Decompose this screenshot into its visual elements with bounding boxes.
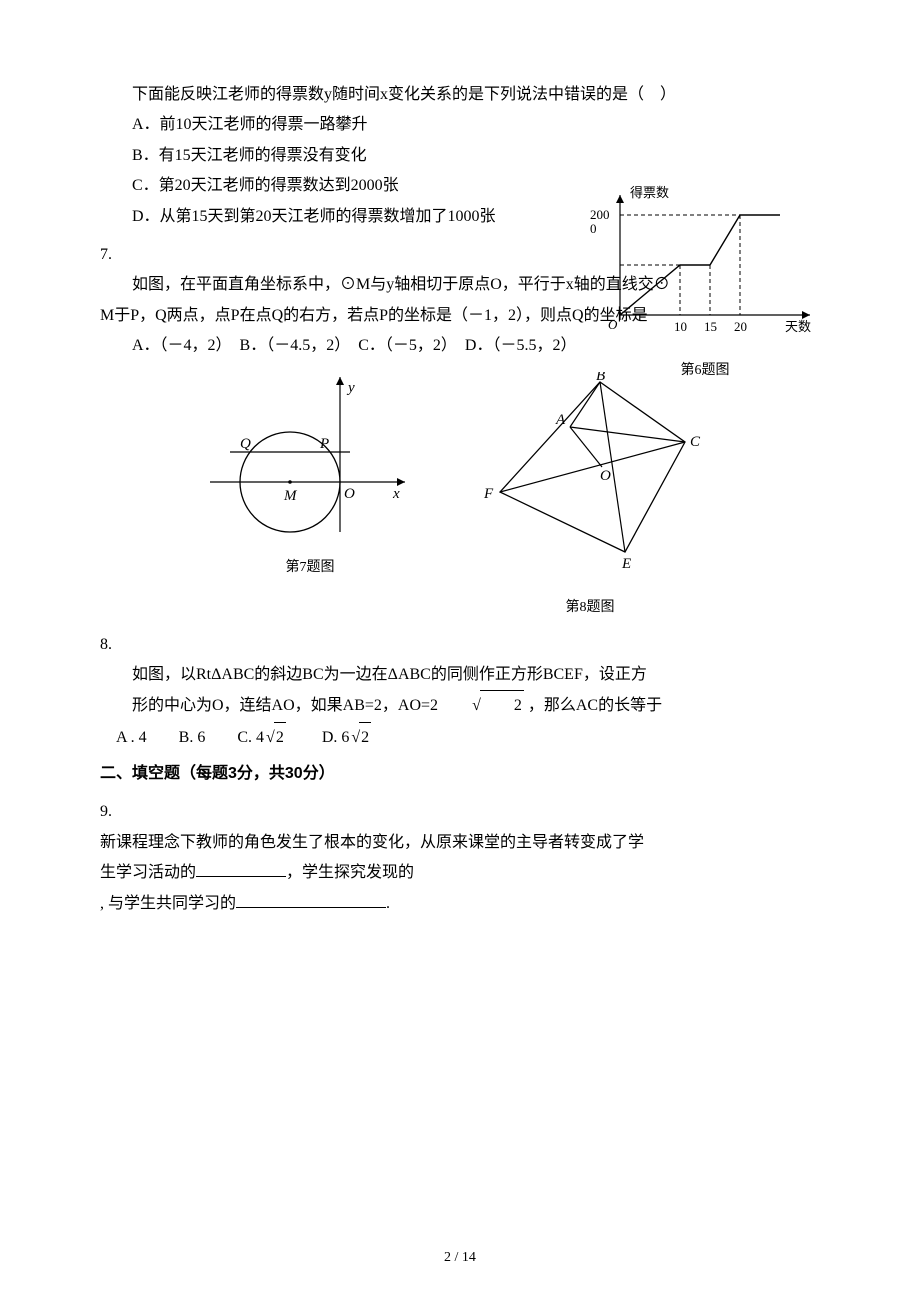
svg-text:C: C (690, 434, 701, 450)
q8-caption: 第8题图 (470, 595, 710, 622)
q8-opts-pre: A . 4 B. 6 C. 4 (100, 729, 264, 746)
q7-caption: 第7题图 (210, 555, 410, 582)
q8-options: A . 4 B. 6 C. 42 D. 62 (100, 722, 820, 753)
sqrt-icon: 2 (349, 722, 371, 753)
q9-line1: 新课程理念下教师的角色发生了根本的变化，从原来课堂的主导者转变成了学 (100, 828, 820, 858)
svg-text:O: O (608, 317, 618, 332)
q6-caption: 第6题图 (580, 358, 830, 385)
sqrt-icon: 2 (264, 722, 286, 753)
q7-figure: y x Q P M O 第7题图 (210, 372, 410, 622)
page-root: 下面能反映江老师的得票数y随时间x变化关系的是下列说法中错误的是（ ） A．前1… (0, 0, 920, 1302)
svg-text:O: O (600, 468, 611, 484)
svg-text:10: 10 (674, 319, 687, 334)
q8-figure: B A C O F E 第8题图 (470, 372, 710, 622)
q9-line3a: , 与学生共同学习的 (100, 895, 236, 912)
q8-stem2-post: ，那么AC的长等于 (524, 697, 662, 714)
blank-input[interactable] (196, 860, 286, 878)
blank-input[interactable] (236, 890, 386, 908)
q8-opts-mid: D. 6 (286, 729, 350, 746)
page-footer: 2 / 14 (0, 1245, 920, 1272)
q9-num: 9. (100, 797, 820, 827)
q8-num: 8. (100, 630, 820, 660)
svg-text:F: F (483, 486, 494, 502)
q6-xlabel: 天数 (785, 319, 811, 334)
q9-line2a: 生学习活动的 (100, 864, 196, 881)
svg-text:15: 15 (704, 319, 717, 334)
q6-stem: 下面能反映江老师的得票数y随时间x变化关系的是下列说法中错误的是（ ） (100, 80, 820, 110)
svg-text:0: 0 (590, 221, 597, 236)
svg-text:20: 20 (734, 319, 747, 334)
q7-q8-figures: y x Q P M O 第7题图 (100, 372, 820, 622)
svg-text:200: 200 (590, 207, 610, 222)
q9-line2: 生学习活动的 ，学生探究发现的 (100, 858, 820, 888)
svg-text:O: O (344, 486, 355, 502)
q9-line2b: ，学生探究发现的 (286, 864, 414, 881)
section-2-title: 二、填空题（每题3分，共30分） (100, 759, 820, 789)
sqrt-icon: 2 (438, 690, 524, 721)
q9-line3b: . (386, 895, 390, 912)
svg-text:E: E (621, 556, 631, 572)
q6-chart: 得票数 200 0 O 10 15 20 天数 第6题图 (580, 185, 830, 385)
svg-text:Q: Q (240, 436, 251, 452)
q8-stem-2: 形的中心为O，连结AO，如果AB=2，AO=22 ，那么AC的长等于 (100, 690, 820, 721)
q7-figure-svg: y x Q P M O (210, 372, 410, 542)
q6-ylabel: 得票数 (630, 185, 669, 200)
svg-text:A: A (555, 412, 566, 428)
svg-text:y: y (346, 380, 355, 396)
q9-line3: , 与学生共同学习的. (100, 889, 820, 919)
q8-stem-1: 如图，以RtΔABC的斜边BC为一边在ΔABC的同侧作正方形BCEF，设正方 (100, 660, 820, 690)
svg-text:P: P (319, 436, 329, 452)
q6-opt-a: A．前10天江老师的得票一路攀升 (100, 110, 820, 140)
q6-chart-svg: 得票数 200 0 O 10 15 20 天数 (580, 185, 830, 345)
q8-stem2-pre: 形的中心为O，连结AO，如果AB=2，AO=2 (132, 697, 438, 714)
svg-text:x: x (392, 486, 400, 502)
q6-opt-b: B．有15天江老师的得票没有变化 (100, 141, 820, 171)
svg-text:M: M (283, 488, 298, 504)
q8-figure-svg: B A C O F E (470, 372, 710, 582)
